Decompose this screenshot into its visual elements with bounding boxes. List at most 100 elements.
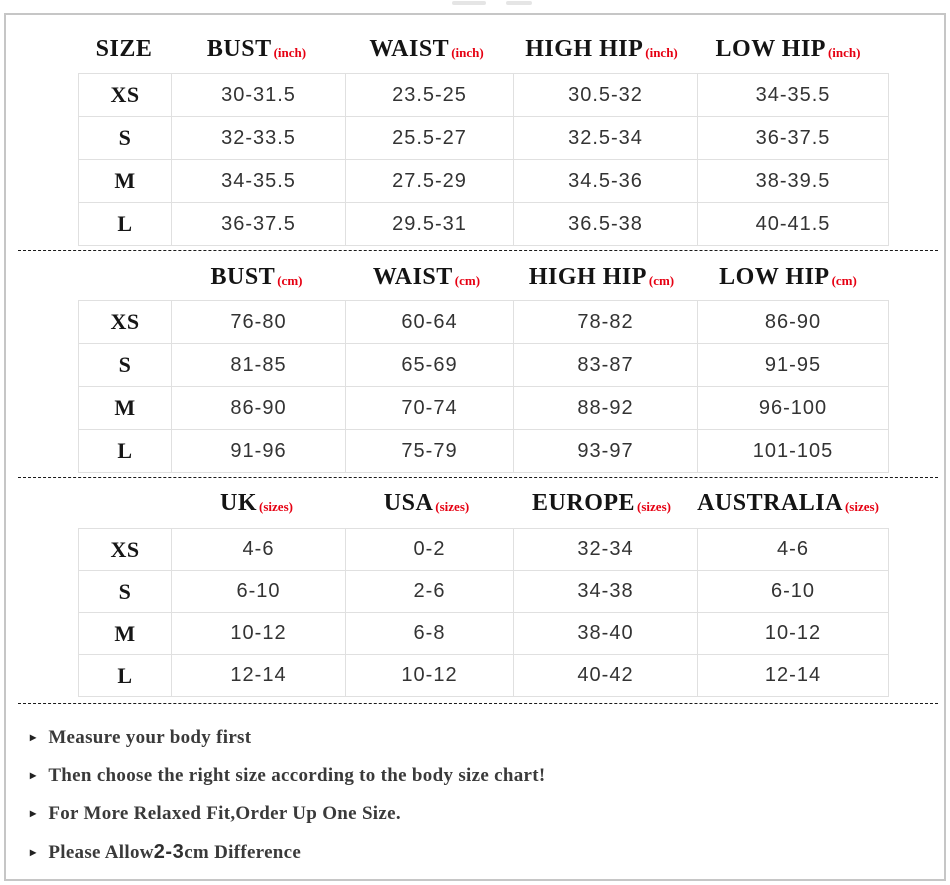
column-header-bust: BUST (cm) [170,264,343,291]
size-label: XS [110,82,140,107]
value-cell-low-hip: 34-35.5 [697,73,889,117]
value-text: 76-80 [230,310,287,333]
note-line-4: ▸ Please Allow 2-3 cm Difference [30,841,910,865]
unit-subscript: (sizes) [637,499,671,514]
value-cell-bust: 76-80 [171,300,346,344]
value-cell-low-hip: 101-105 [697,429,889,473]
size-label-cell: XS [78,528,172,571]
column-header-label: LOW HIP [715,35,826,62]
note-line-1: ▸ Measure your body first [30,727,910,750]
value-text: 86-90 [764,310,822,333]
triangle-bullet-icon: ▸ [30,845,37,859]
value-cell-uk: 4-6 [171,528,346,571]
column-header-high-hip: HIGH HIP (inch) [510,36,693,63]
value-cell-low-hip: 96-100 [697,386,889,430]
size-label-cell: L [78,202,172,246]
value-text: 34-35.5 [221,169,296,192]
value-text: 70-74 [401,396,458,419]
sizing-notes: ▸ Measure your body first ▸ Then choose the… [30,727,910,880]
value-cell-high-hip: 30.5-32 [513,73,698,117]
value-cell-usa: 10-12 [345,654,514,697]
value-text: 36-37.5 [755,126,831,149]
column-header-low-hip: LOW HIP (cm) [693,264,883,291]
size-table-international: XS 4-6 0-2 32-34 4-6 S 6-10 2-6 34-38 6-10 M 10-12 6… [78,528,889,697]
unit-subscript: (sizes) [259,499,293,514]
note-text: For More Relaxed Fit,Order Up One Size. [48,803,401,824]
value-text: 6-10 [236,580,281,602]
value-text: 81-85 [230,353,287,376]
value-cell-usa: 0-2 [345,528,514,571]
column-header-row-cm: BUST (cm) WAIST (cm) HIGH HIP (cm) LOW HIP (cm) [78,258,883,296]
value-text: 25.5-27 [392,126,467,149]
value-cell-low-hip: 91-95 [697,343,889,387]
size-label: M [114,168,136,193]
unit-subscript: (inch) [645,45,678,60]
value-cell-europe: 32-34 [513,528,698,571]
value-text: 78-82 [577,310,634,333]
value-text: 34.5-36 [568,169,643,192]
value-cell-waist: 29.5-31 [345,202,514,246]
value-cell-waist: 25.5-27 [345,116,514,160]
column-header-waist: WAIST (inch) [343,36,510,63]
value-cell-usa: 6-8 [345,612,514,655]
dashed-separator [18,250,938,251]
value-text: 6-10 [770,580,816,602]
value-text: 34-35.5 [755,83,831,106]
size-label-cell: S [78,343,172,387]
note-line-3: ▸ For More Relaxed Fit,Order Up One Size. [30,803,910,826]
value-cell-europe: 40-42 [513,654,698,697]
value-cell-low-hip: 40-41.5 [697,202,889,246]
value-cell-high-hip: 88-92 [513,386,698,430]
size-row-xs: XS 76-80 60-64 78-82 86-90 [78,300,889,344]
column-header-label: SIZE [95,35,153,62]
size-row-l: L 36-37.5 29.5-31 36.5-38 40-41.5 [78,202,889,246]
cropped-heading-remnant [506,1,532,5]
value-cell-low-hip: 86-90 [697,300,889,344]
unit-subscript: (sizes) [844,499,879,514]
size-label: L [117,211,133,236]
value-text: 96-100 [758,396,828,419]
value-cell-waist: 27.5-29 [345,159,514,203]
size-label: L [117,438,133,463]
size-table-inch: XS 30-31.5 23.5-25 30.5-32 34-35.5 S 32-33.5 25… [78,73,889,246]
column-header-usa: USA (sizes) [343,490,510,517]
column-header-size: SIZE [78,36,170,63]
value-cell-high-hip: 36.5-38 [513,202,698,246]
unit-subscript: (inch) [451,45,484,60]
value-cell-uk: 6-10 [171,570,346,613]
column-header-label: UK [220,489,258,516]
value-cell-low-hip: 36-37.5 [697,116,889,160]
note-text: cm Difference [184,842,302,863]
value-text: 32-33.5 [221,126,296,149]
value-cell-waist: 65-69 [345,343,514,387]
column-header-uk: UK (sizes) [170,490,343,517]
value-cell-high-hip: 78-82 [513,300,698,344]
column-header-label: AUSTRALIA [697,489,843,516]
value-text: 27.5-29 [392,169,467,192]
size-label: L [117,662,133,688]
note-line-2: ▸ Then choose the right size according to… [30,765,910,788]
column-header-row-international: UK (sizes) USA (sizes) EUROPE (sizes) AUSTRALI… [78,484,883,522]
value-text: 32.5-34 [568,126,643,149]
unit-subscript: (cm) [277,273,303,288]
value-text: 4-6 [777,538,809,560]
size-row-s: S 32-33.5 25.5-27 32.5-34 36-37.5 [78,116,889,160]
value-cell-bust: 30-31.5 [171,73,346,117]
value-text: 86-90 [230,396,287,419]
value-cell-waist: 60-64 [345,300,514,344]
value-cell-europe: 34-38 [513,570,698,613]
size-label-cell: XS [78,73,172,117]
column-header-label: BUST [206,35,272,62]
column-header-label: WAIST [372,263,453,290]
dashed-separator [18,703,938,704]
value-text: 38-39.5 [755,169,831,192]
note-text: 2-3 [153,841,185,863]
column-header-low-hip: LOW HIP (inch) [693,36,883,63]
value-text: 101-105 [752,439,834,462]
unit-subscript: (cm) [648,273,675,288]
size-label: M [114,620,136,646]
size-row-m: M 34-35.5 27.5-29 34.5-36 38-39.5 [78,159,889,203]
size-table-cm: XS 76-80 60-64 78-82 86-90 S 81-85 65-69 83-87 91… [78,300,889,473]
size-row-m: M 10-12 6-8 38-40 10-12 [78,612,889,655]
note-text: Please Allow [48,842,154,863]
